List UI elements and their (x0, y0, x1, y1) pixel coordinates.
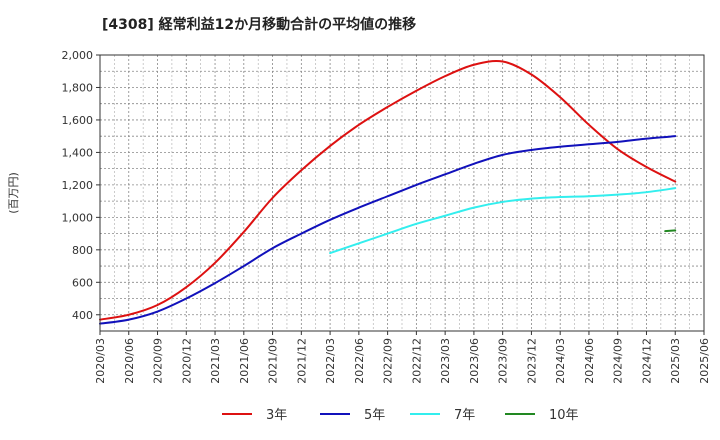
legend: 3年 5年 7年 10年 (222, 408, 579, 423)
legend-label-1: 3年 (266, 408, 287, 423)
x-tick-label: 2021/03 (209, 338, 222, 384)
y-tick-label: 800 (72, 244, 93, 257)
x-tick-label: 2023/09 (497, 338, 510, 384)
series-line-3 (329, 187, 677, 255)
x-tick-label: 2023/03 (439, 338, 452, 384)
series-line-4 (664, 229, 677, 233)
x-tick-label: 2025/06 (698, 338, 711, 384)
y-tick-label: 1,200 (62, 179, 94, 192)
y-tick-label: 600 (72, 276, 93, 289)
x-tick-label: 2021/06 (238, 338, 251, 384)
y-tick-label: 1,600 (62, 114, 94, 127)
x-tick-label: 2022/03 (324, 338, 337, 384)
x-tick-label: 2024/12 (640, 338, 653, 384)
x-tick-label: 2020/03 (94, 338, 107, 384)
x-tick-label: 2025/03 (669, 338, 682, 384)
x-tick-label: 2024/06 (583, 338, 596, 384)
x-tick-label: 2022/06 (353, 338, 366, 384)
x-tick-label: 2022/09 (382, 338, 395, 384)
y-tick-label: 1,400 (62, 146, 94, 159)
x-tick-label: 2020/06 (123, 338, 136, 384)
x-tick-label: 2021/12 (295, 338, 308, 384)
plot-frame (99, 54, 705, 332)
x-tick-label: 2024/03 (554, 338, 567, 384)
series-line-1 (99, 59, 677, 321)
x-axis-ticks: 2020/03 2020/06 2020/09 2020/12 2021/03 2021/… (94, 331, 711, 384)
y-axis-ticks: 400 600 800 1,000 1,200 1,400 1,600 1,800 2,000 (62, 49, 100, 322)
x-tick-label: 2024/09 (612, 338, 625, 384)
x-tick-label: 2020/12 (180, 338, 193, 384)
legend-label-3: 7年 (454, 408, 475, 423)
y-tick-label: 1,800 (62, 81, 94, 94)
chart-title: [4308] 経常利益12か月移動合計の平均値の推移 (102, 16, 416, 33)
series-line-2 (99, 135, 677, 325)
y-tick-label: 2,000 (62, 49, 94, 62)
y-axis-label: (百万円) (7, 172, 20, 214)
legend-label-4: 10年 (549, 408, 579, 423)
legend-label-2: 5年 (364, 408, 385, 423)
x-tick-label: 2023/06 (468, 338, 481, 384)
x-tick-label: 2022/12 (410, 338, 423, 384)
x-tick-label: 2023/12 (525, 338, 538, 384)
grid (100, 55, 704, 331)
x-tick-label: 2021/09 (267, 338, 280, 384)
y-tick-label: 1,000 (62, 211, 94, 224)
series-lines (99, 59, 677, 325)
x-tick-label: 2020/09 (152, 338, 165, 384)
y-tick-label: 400 (72, 309, 93, 322)
